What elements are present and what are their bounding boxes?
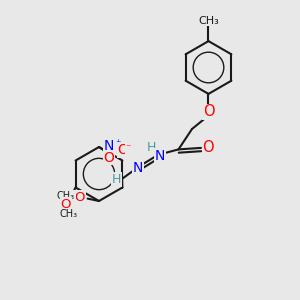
Text: CH₃: CH₃ xyxy=(198,16,219,26)
Text: CH₃: CH₃ xyxy=(59,209,77,219)
Text: O: O xyxy=(75,190,85,204)
Text: H: H xyxy=(111,173,121,186)
Text: O: O xyxy=(202,140,214,155)
Text: O: O xyxy=(118,143,128,157)
Text: O: O xyxy=(103,151,114,164)
Text: N: N xyxy=(133,161,143,175)
Text: H: H xyxy=(147,141,156,154)
Text: O: O xyxy=(61,198,71,211)
Text: CH₃: CH₃ xyxy=(57,190,75,201)
Text: N: N xyxy=(154,149,165,163)
Text: ⁺: ⁺ xyxy=(115,139,121,149)
Text: O: O xyxy=(203,104,214,119)
Text: ⁻: ⁻ xyxy=(125,143,131,154)
Text: N: N xyxy=(104,140,114,153)
